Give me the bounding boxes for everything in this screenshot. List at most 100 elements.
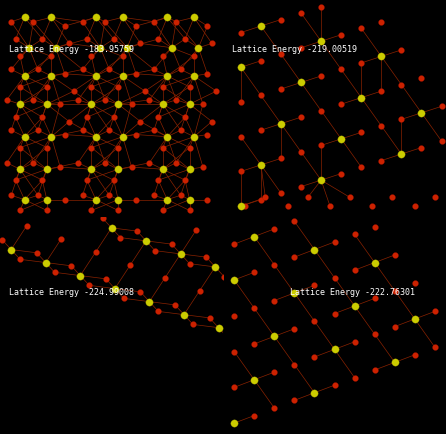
Point [159, 53, 166, 60]
Point [411, 203, 418, 210]
Point [196, 287, 203, 294]
Point [351, 266, 358, 274]
Point [190, 72, 198, 79]
Point [137, 288, 144, 295]
Point [398, 116, 405, 123]
Point [391, 323, 398, 330]
Point [164, 133, 171, 140]
Point [318, 142, 325, 149]
Point [338, 66, 345, 73]
Point [304, 194, 311, 201]
Point [88, 101, 95, 108]
Point [12, 177, 19, 184]
Point [150, 127, 157, 134]
Point [311, 353, 318, 360]
Point [251, 340, 258, 347]
Point [146, 298, 153, 305]
Point [110, 114, 117, 121]
Point [224, 334, 231, 341]
Point [208, 118, 215, 125]
Point [257, 23, 264, 30]
Point [83, 177, 91, 184]
Point [21, 14, 28, 21]
Point [128, 101, 135, 108]
Point [277, 190, 285, 197]
Point [347, 194, 354, 201]
Point [115, 166, 122, 173]
Point [101, 18, 108, 25]
Point [155, 177, 162, 184]
Point [12, 36, 19, 43]
Point [97, 44, 104, 51]
Point [351, 374, 358, 381]
Point [177, 66, 184, 73]
Point [150, 192, 157, 199]
Point [115, 196, 122, 203]
Point [231, 276, 238, 283]
Point [199, 101, 206, 108]
Point [351, 339, 358, 345]
Point [17, 166, 24, 173]
Point [70, 88, 77, 95]
Point [391, 359, 398, 366]
Point [21, 196, 28, 203]
Point [79, 66, 86, 73]
Point [101, 96, 108, 103]
Point [297, 79, 305, 86]
Point [237, 133, 244, 140]
Point [146, 96, 153, 103]
Point [202, 253, 210, 260]
Point [51, 269, 58, 276]
Point [338, 31, 345, 38]
Point [284, 203, 291, 210]
Point [173, 18, 180, 25]
Point [83, 114, 91, 121]
Point [318, 107, 325, 114]
Point [331, 310, 338, 317]
Point [438, 103, 445, 110]
Point [237, 99, 244, 105]
Point [168, 240, 175, 247]
Point [208, 40, 215, 47]
Point [43, 166, 50, 173]
Point [182, 36, 189, 43]
Point [358, 129, 365, 136]
Point [177, 250, 184, 257]
Point [251, 269, 258, 276]
Point [391, 287, 398, 294]
Point [411, 316, 418, 322]
Point [58, 235, 65, 242]
Point [237, 64, 244, 71]
Point [61, 196, 68, 203]
Point [66, 118, 73, 125]
Point [159, 207, 166, 214]
Point [186, 196, 193, 203]
Point [39, 114, 46, 121]
Point [43, 83, 50, 90]
Point [132, 70, 140, 77]
Point [277, 120, 285, 127]
Point [338, 101, 345, 108]
Point [61, 70, 68, 77]
Point [378, 157, 385, 164]
Point [297, 183, 305, 190]
Point [92, 133, 99, 140]
Point [33, 249, 40, 256]
Point [173, 159, 180, 166]
Point [34, 66, 41, 73]
Point [193, 227, 200, 233]
Point [318, 38, 325, 45]
Point [132, 131, 140, 138]
Point [251, 233, 258, 240]
Point [431, 194, 438, 201]
Point [57, 164, 64, 171]
Point [124, 44, 131, 51]
Point [101, 159, 108, 166]
Point [115, 83, 122, 90]
Point [77, 272, 84, 279]
Point [237, 203, 244, 210]
Point [231, 312, 238, 319]
Point [378, 122, 385, 129]
Point [378, 53, 385, 60]
Point [221, 273, 228, 280]
